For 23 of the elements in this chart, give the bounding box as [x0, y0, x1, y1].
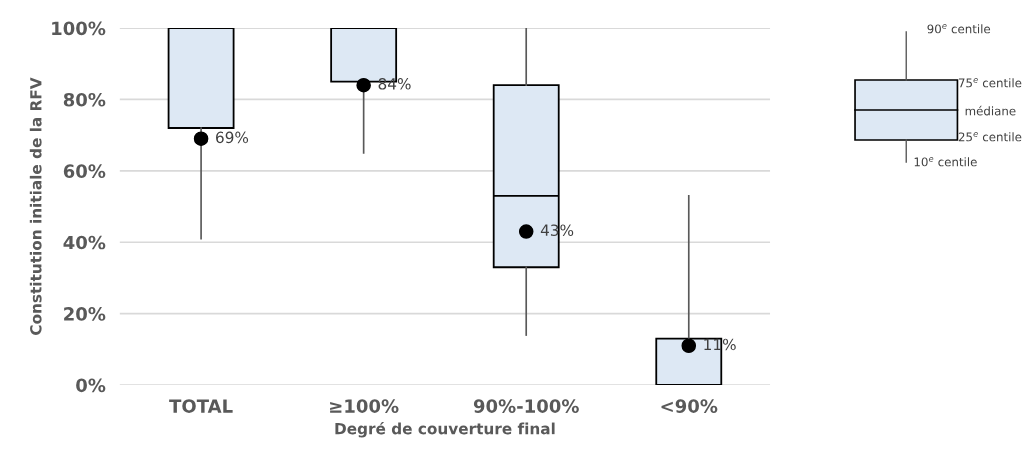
data-label: 69% — [216, 131, 249, 144]
point — [518, 224, 534, 239]
x-tick-label: 90%-100% — [473, 399, 579, 413]
y-tick-label: 60% — [63, 164, 106, 178]
y-tick-label: 20% — [64, 307, 106, 321]
x-tick-label: ≥100% — [330, 399, 399, 413]
x-tick-label: <90% — [661, 399, 718, 413]
y-tick-label: 0% — [76, 378, 106, 393]
y-tick-label: 80% — [63, 92, 106, 107]
text: 25$^{e}$ centile — [958, 132, 1022, 142]
point — [193, 131, 209, 147]
text: 90$^{e}$ centile — [927, 24, 991, 34]
point — [681, 338, 697, 354]
text: 75$^{e}$ centile — [958, 78, 1022, 88]
data-label: 84% — [378, 78, 411, 90]
point — [356, 77, 371, 93]
y-tick-label: 100% — [52, 21, 106, 36]
y-axis-title: Constitution initiale de la RFV — [29, 77, 42, 335]
x-tick-label: TOTAL — [169, 399, 233, 413]
x-axis-title: Degré de couverture final — [335, 421, 555, 438]
text: médiane — [965, 105, 1016, 116]
text: 10$^{e}$ centile — [914, 157, 977, 167]
y-tick-label: 40% — [63, 235, 106, 250]
